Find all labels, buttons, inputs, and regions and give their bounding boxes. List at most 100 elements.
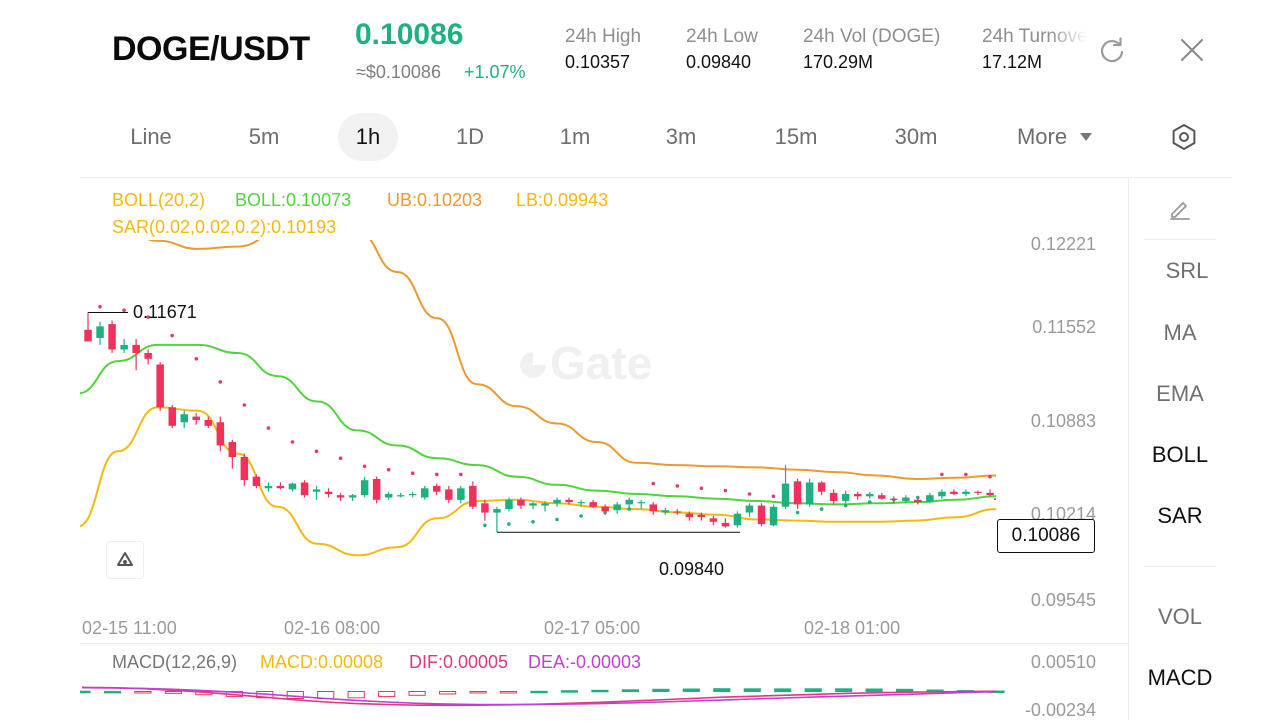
candle xyxy=(409,491,417,498)
candle-body xyxy=(324,491,333,494)
sar-dot xyxy=(555,517,559,522)
candle xyxy=(805,479,814,507)
tab-5m[interactable]: 5m xyxy=(248,124,280,149)
side-item-macd[interactable]: MACD xyxy=(1147,665,1213,690)
current-price-tag[interactable]: 0.10086 xyxy=(997,519,1095,553)
sar-dot xyxy=(867,500,872,504)
candle-body xyxy=(757,505,766,525)
macd-y-tick: 0.00510 xyxy=(1030,652,1096,672)
candles xyxy=(84,312,994,533)
candle xyxy=(360,476,369,498)
macd-y-tick: -0.00234 xyxy=(1024,700,1096,720)
x-tick: 02-16 08:00 xyxy=(284,618,381,638)
close-icon[interactable] xyxy=(1174,32,1210,68)
candle xyxy=(950,489,958,496)
pencil-icon[interactable] xyxy=(1162,191,1198,227)
candle xyxy=(757,503,766,527)
candle-body xyxy=(854,494,862,497)
tab-1d[interactable]: 1D xyxy=(455,124,485,149)
refresh-icon[interactable] xyxy=(1094,32,1130,68)
tab-more[interactable]: More xyxy=(1016,124,1068,149)
macd-hist-bar xyxy=(80,690,91,694)
macd-legend-dif: DIF:0.00005 xyxy=(409,652,509,672)
side-item-vol[interactable]: VOL xyxy=(1157,604,1203,629)
candle-body xyxy=(228,442,237,457)
candle xyxy=(228,439,237,469)
side-item-boll[interactable]: BOLL xyxy=(1151,442,1209,467)
candle xyxy=(252,474,261,489)
candle-body xyxy=(312,489,321,492)
candle-body xyxy=(421,488,429,498)
macd-hist-bar xyxy=(103,690,122,694)
sar-dot xyxy=(290,440,295,444)
low-price-label: 0.09840 xyxy=(659,559,725,579)
tab-1h[interactable]: 1h xyxy=(338,113,398,161)
candle xyxy=(216,416,225,452)
high-price-label: 0.11671 xyxy=(133,302,197,322)
candle xyxy=(733,511,742,528)
side-item-srl[interactable]: SRL xyxy=(1165,258,1209,283)
tab-3m[interactable]: 3m xyxy=(665,124,697,149)
sar-dot xyxy=(146,315,150,319)
settings-icon[interactable] xyxy=(1166,119,1202,155)
candle xyxy=(481,499,489,521)
stat-vol-label: 24h Vol (DOGE) xyxy=(803,26,941,47)
sar-dot xyxy=(699,486,704,491)
tab-line[interactable]: Line xyxy=(130,124,172,149)
candle-body xyxy=(276,485,285,489)
side-item-sar[interactable]: SAR xyxy=(1157,503,1203,528)
candle xyxy=(372,476,381,504)
tab-1m[interactable]: 1m xyxy=(559,124,591,149)
candle-body xyxy=(649,504,657,512)
sar-dot xyxy=(771,494,776,499)
side-item-ema[interactable]: EMA xyxy=(1156,381,1204,406)
stat-low-label: 24h Low xyxy=(686,26,758,47)
side-item-ma[interactable]: MA xyxy=(1163,320,1197,345)
tab-15m[interactable]: 15m xyxy=(774,124,818,149)
macd-hist-bar xyxy=(134,691,152,694)
macd-hist-bar xyxy=(347,691,365,699)
candle xyxy=(204,416,212,429)
candle-body xyxy=(685,513,694,518)
sar-dot xyxy=(459,472,463,477)
boll-legend-name: BOLL(20,2) xyxy=(112,190,206,210)
macd-hist-bar xyxy=(530,690,548,694)
candle-body xyxy=(204,420,212,426)
candle-body xyxy=(721,522,730,527)
candle xyxy=(384,491,393,500)
sar-dot xyxy=(675,484,680,488)
candle-body xyxy=(926,495,934,503)
candle-body xyxy=(902,497,910,501)
candle xyxy=(276,482,285,490)
candle xyxy=(288,482,297,492)
candle-body xyxy=(601,506,609,512)
candle xyxy=(769,504,778,527)
candle-body xyxy=(529,503,537,506)
side-divider xyxy=(1128,178,1129,720)
candle-body xyxy=(565,499,573,503)
candle-body xyxy=(348,495,357,498)
candle xyxy=(120,339,128,353)
stats-strip: 24h High 0.10357 24h Low 0.09840 24h Vol… xyxy=(560,24,1088,80)
candle xyxy=(553,497,561,507)
candle-body xyxy=(120,344,128,350)
candle-body xyxy=(541,503,549,506)
candle xyxy=(336,492,345,501)
sar-dot xyxy=(194,357,199,361)
caret-down-icon[interactable] xyxy=(1078,129,1094,145)
x-tick: 02-15 11:00 xyxy=(82,618,177,638)
macd-legend-name: MACD(12,26,9) xyxy=(112,652,238,672)
drawing-mode-icon[interactable] xyxy=(106,541,144,579)
candle-body xyxy=(144,353,152,359)
macd-hist-bar xyxy=(804,688,822,692)
sar-dot xyxy=(819,507,824,511)
candle xyxy=(348,494,357,501)
macd-hist-bar xyxy=(439,691,457,695)
side-separator xyxy=(1144,239,1216,240)
tab-30m[interactable]: 30m xyxy=(894,124,938,149)
macd-hist-bar xyxy=(713,688,731,693)
macd-divider xyxy=(80,643,1128,644)
sar-dot xyxy=(723,488,728,493)
stat-turnover-value: 17.12M xyxy=(982,52,1043,72)
